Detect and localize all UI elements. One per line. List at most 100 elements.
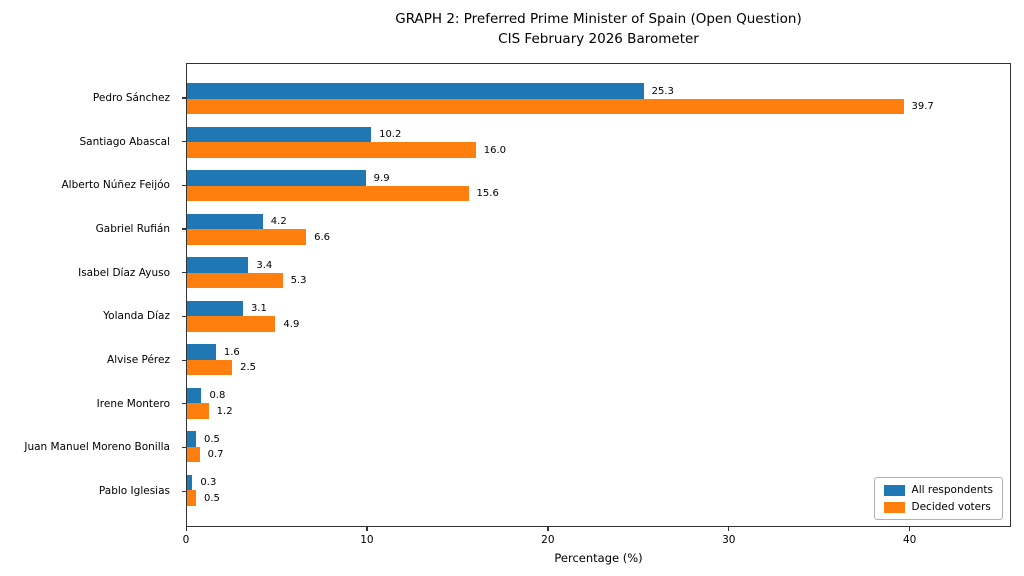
bar-group-irene-montero: 0.8 1.2	[187, 382, 1010, 426]
bar-value-label: 0.8	[209, 390, 226, 401]
y-tick-label-isabel-d-az-ayuso: Isabel Díaz Ayuso	[78, 266, 170, 279]
bar-group-isabel-d-az-ayuso: 3.4 5.3	[187, 251, 1010, 295]
bar-value-label: 0.5	[204, 433, 220, 445]
bar-all-respondents	[187, 83, 644, 99]
bar-line: 0.5	[187, 490, 1010, 506]
bar-line: 3.1	[187, 300, 1010, 317]
bar-value-label: 0.3	[200, 477, 217, 488]
chart-title: GRAPH 2: Preferred Prime Minister of Spa…	[186, 9, 1011, 49]
bar-group-alberto-n-ez-feij-o: 9.9 15.6	[187, 164, 1010, 208]
bar-value-label: 0.7	[207, 449, 224, 460]
bar-decided-voters	[187, 359, 233, 376]
bar-value-label: 10.2	[379, 129, 402, 140]
bar-line: 39.7	[187, 98, 1010, 115]
x-tick-mark	[728, 527, 730, 531]
bar-line: 3.4	[187, 257, 1010, 273]
bar-value-label: 16.0	[483, 144, 507, 156]
bar-line: 4.9	[187, 316, 1010, 332]
x-tick-label-0: 0	[182, 534, 190, 546]
bar-value-label: 39.7	[911, 101, 934, 112]
bar-line: 10.2	[187, 126, 1010, 143]
x-tick-label-20: 20	[541, 534, 555, 546]
x-tick-label-10: 10	[360, 534, 374, 546]
bar-value-label: 5.3	[290, 275, 307, 286]
x-tick-mark	[909, 527, 911, 531]
bar-line: 1.6	[187, 344, 1010, 360]
legend: All respondents Decided voters	[873, 477, 1003, 520]
bar-decided-voters	[187, 272, 283, 289]
bar-value-label: 0.5	[204, 492, 220, 504]
bar-line: 15.6	[187, 185, 1010, 202]
bar-group-alvise-p-rez: 1.6 2.5	[187, 338, 1010, 382]
bar-all-respondents	[187, 387, 202, 404]
bar-group-juan-manuel-moreno-bonilla: 0.5 0.7	[187, 425, 1010, 469]
bar-line: 2.5	[187, 359, 1010, 376]
bar-value-label: 2.5	[240, 362, 257, 373]
bar-line: 1.2	[187, 403, 1010, 419]
legend-swatch-all-respondents	[883, 484, 905, 496]
bar-line: 0.8	[187, 387, 1010, 404]
bar-group-yolanda-d-az: 3.1 4.9	[187, 295, 1010, 339]
bar-line: 6.6	[187, 229, 1010, 245]
bar-all-respondents	[187, 474, 193, 491]
bar-value-label: 9.9	[373, 172, 390, 184]
legend-swatch-decided-voters	[883, 501, 905, 513]
y-tick-label-gabriel-rufi-n: Gabriel Rufián	[95, 222, 170, 235]
bar-line: 25.3	[187, 83, 1010, 99]
y-axis-labels: Pedro Sánchez Santiago Abascal Alberto Núñ…	[0, 63, 178, 527]
bar-value-label: 3.4	[256, 259, 273, 271]
bar-decided-voters	[187, 98, 904, 115]
x-axis-label: Percentage (%)	[554, 551, 643, 565]
chart-title-line1: GRAPH 2: Preferred Prime Minister of Spa…	[395, 11, 802, 27]
bar-value-label: 4.2	[270, 216, 287, 227]
bar-decided-voters	[187, 316, 276, 332]
bar-all-respondents	[187, 213, 263, 230]
x-tick-mark	[185, 527, 187, 531]
x-tick-label-30: 30	[722, 534, 736, 546]
bar-line: 9.9	[187, 170, 1010, 186]
y-tick-label-yolanda-d-az: Yolanda Díaz	[103, 310, 170, 323]
bar-all-respondents	[187, 170, 366, 186]
bar-value-label: 1.6	[223, 346, 240, 358]
y-tick-label-irene-montero: Irene Montero	[96, 397, 170, 410]
bar-group-santiago-abascal: 10.2 16.0	[187, 121, 1010, 165]
bar-value-label: 15.6	[476, 188, 499, 199]
y-tick-label-pedro-s-nchez: Pedro Sánchez	[92, 91, 170, 104]
bar-decided-voters	[187, 403, 209, 419]
bar-group-gabriel-rufi-n: 4.2 6.6	[187, 208, 1010, 252]
bar-all-respondents	[187, 300, 243, 317]
y-tick-label-alvise-p-rez: Alvise Pérez	[107, 354, 170, 367]
chart-title-line2: CIS February 2026 Barometer	[498, 31, 699, 47]
legend-item-decided-voters: Decided voters	[883, 501, 993, 513]
bar-rows: 25.3 39.7 10.2 16.0 9.9 15.6 4.2 6.6 3.4 5.3 3.1 4.…	[187, 64, 1010, 526]
x-tick-mark	[547, 527, 549, 531]
bar-decided-voters	[187, 490, 197, 506]
bar-line: 16.0	[187, 142, 1010, 158]
bar-value-label: 3.1	[250, 303, 267, 314]
bar-line: 0.3	[187, 474, 1010, 491]
bar-all-respondents	[187, 344, 216, 360]
bar-all-respondents	[187, 257, 249, 273]
legend-item-all-respondents: All respondents	[883, 484, 993, 496]
bar-all-respondents	[187, 126, 372, 143]
x-tick-label-40: 40	[902, 534, 917, 546]
bar-group-pablo-iglesias: 0.3 0.5	[187, 469, 1010, 513]
bar-all-respondents	[187, 431, 197, 447]
y-tick-label-pablo-iglesias: Pablo Iglesias	[98, 485, 170, 498]
bar-line: 0.7	[187, 446, 1010, 463]
bar-group-pedro-s-nchez: 25.3 39.7	[187, 77, 1010, 121]
legend-label: All respondents	[911, 484, 993, 496]
bar-value-label: 25.3	[651, 85, 674, 97]
bar-decided-voters	[187, 446, 200, 463]
bar-line: 4.2	[187, 213, 1010, 230]
legend-label: Decided voters	[911, 501, 991, 513]
plot-area: 25.3 39.7 10.2 16.0 9.9 15.6 4.2 6.6 3.4 5.3 3.1 4.…	[186, 63, 1011, 527]
bar-decided-voters	[187, 142, 476, 158]
y-tick-label-alberto-n-ez-feij-o: Alberto Núñez Feijóo	[61, 179, 170, 192]
bar-decided-voters	[187, 185, 469, 202]
x-tick-mark	[366, 527, 368, 531]
y-tick-label-juan-manuel-moreno-bonilla: Juan Manuel Moreno Bonilla	[24, 441, 170, 454]
bar-value-label: 4.9	[283, 318, 300, 330]
bar-value-label: 1.2	[216, 405, 233, 417]
